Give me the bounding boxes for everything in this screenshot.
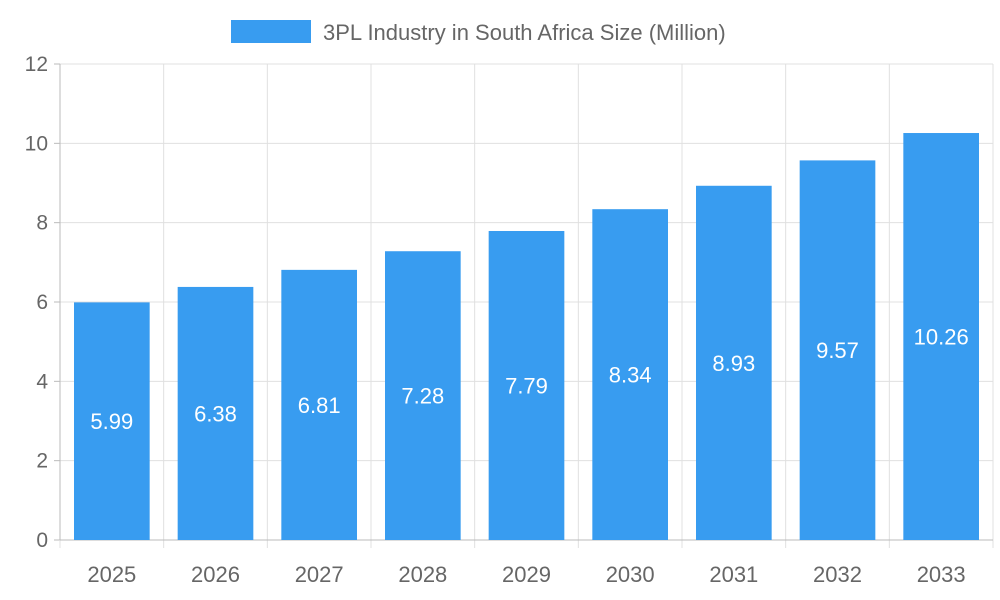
y-tick-label: 6	[36, 291, 48, 314]
bar-2033	[903, 133, 979, 540]
x-tick-label: 2030	[606, 562, 655, 587]
bar-2031	[696, 185, 772, 540]
y-tick-label: 12	[25, 53, 48, 76]
y-tick-label: 2	[36, 450, 48, 473]
x-tick-label: 2025	[87, 562, 136, 587]
y-tick-label: 0	[36, 529, 48, 552]
x-tick-label: 2031	[709, 562, 758, 587]
x-tick-label: 2027	[295, 562, 344, 587]
bar-2026	[177, 286, 254, 540]
data-label: 5.99	[90, 409, 133, 434]
y-tick-label: 8	[36, 212, 48, 235]
data-label: 6.81	[298, 393, 341, 418]
data-label: 9.57	[816, 338, 859, 363]
legend-label[interactable]: 3PL Industry in South Africa Size (Milli…	[323, 20, 726, 45]
bar-2027	[281, 269, 357, 540]
data-label: 7.79	[505, 373, 548, 398]
x-tick-label: 2028	[398, 562, 447, 587]
bar-2028	[385, 251, 461, 540]
bar-2025	[74, 302, 150, 540]
x-tick-label: 2026	[191, 562, 240, 587]
x-tick-label: 2033	[917, 562, 966, 587]
bar-2029	[488, 230, 565, 540]
bar-2032	[799, 160, 876, 540]
y-tick-label: 4	[36, 370, 48, 393]
x-tick-label: 2032	[813, 562, 862, 587]
data-label: 6.38	[194, 401, 237, 426]
y-tick-label: 10	[25, 132, 48, 155]
data-label: 8.34	[609, 363, 652, 388]
data-label: 8.93	[712, 351, 755, 376]
bar-2030	[592, 209, 668, 540]
data-label: 10.26	[914, 325, 969, 350]
legend-swatch[interactable]	[231, 20, 311, 43]
data-label: 7.28	[401, 384, 444, 409]
x-tick-label: 2029	[502, 562, 551, 587]
